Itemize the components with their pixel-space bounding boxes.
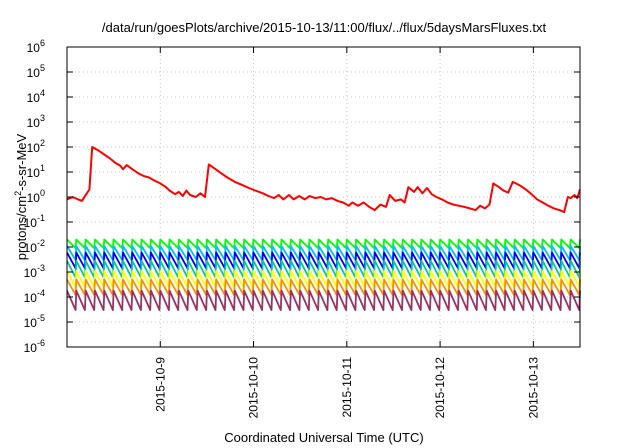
y-tick-label: 103: [27, 113, 45, 130]
x-axis-label: Coordinated Universal Time (UTC): [224, 430, 423, 445]
y-tick-exponent: 1: [40, 163, 45, 173]
y-tick-exponent: 2: [40, 138, 45, 148]
y-tick-label: 10-6: [24, 338, 45, 355]
y-tick-base: 10: [27, 116, 41, 130]
x-tick-label: 2015-10-9: [153, 357, 167, 412]
y-tick-base: 10: [27, 141, 41, 155]
y-tick-exponent: 4: [40, 88, 45, 98]
y-tick-exponent: -3: [37, 263, 45, 273]
y-tick-base: 10: [27, 41, 41, 55]
y-tick-base: 10: [27, 66, 41, 80]
series-line-1: [66, 146, 581, 214]
y-tick-exponent: 5: [40, 63, 45, 73]
series-layer: [66, 146, 581, 311]
y-tick-base: 10: [24, 216, 38, 230]
y-tick-exponent: -1: [37, 213, 45, 223]
y-axis-ticks: 10-610-510-410-310-210-11001011021031041…: [24, 38, 580, 355]
x-tick-label: 2015-10-13: [526, 357, 540, 419]
y-axis-label: protons/cm2-s-sr-MeV: [13, 133, 29, 260]
y-tick-label: 10-1: [24, 213, 45, 230]
y-tick-label: 10-4: [24, 288, 45, 305]
y-tick-label: 10-3: [24, 263, 45, 280]
series-line-7: [66, 278, 581, 296]
y-tick-label: 106: [27, 38, 45, 55]
y-tick-base: 10: [24, 291, 38, 305]
y-tick-exponent: -2: [37, 238, 45, 248]
y-tick-base: 10: [27, 166, 41, 180]
y-tick-label: 100: [27, 188, 45, 205]
y-tick-exponent: 3: [40, 113, 45, 123]
x-tick-label: 2015-10-10: [247, 357, 261, 419]
series-line-8: [66, 289, 581, 311]
y-tick-base: 10: [24, 241, 38, 255]
y-tick-exponent: -5: [37, 313, 45, 323]
y-tick-label: 10-2: [24, 238, 45, 255]
y-tick-label: 101: [27, 163, 45, 180]
y-tick-exponent: 0: [40, 188, 45, 198]
y-tick-label: 102: [27, 138, 45, 155]
x-tick-label: 2015-10-12: [433, 357, 447, 419]
x-axis-ticks: 2015-10-9 2015-10-10 2015-10-11 2015-10-12 2…: [153, 47, 540, 418]
y-tick-exponent: -6: [37, 338, 45, 348]
y-tick-base: 10: [24, 316, 38, 330]
y-tick-label: 10-5: [24, 313, 45, 330]
grid: [67, 47, 580, 347]
y-axis-label-rest: -s-sr-MeV: [14, 133, 29, 190]
chart-title: /data/run/goesPlots/archive/2015-10-13/1…: [102, 20, 547, 35]
y-axis-label-main: protons/cm: [14, 196, 29, 260]
y-tick-base: 10: [24, 266, 38, 280]
x-tick-label: 2015-10-11: [340, 357, 354, 418]
y-axis-label-sup: 2: [13, 191, 23, 196]
y-tick-label: 105: [27, 63, 45, 80]
y-tick-base: 10: [24, 341, 38, 355]
y-tick-exponent: 6: [40, 38, 45, 48]
y-tick-base: 10: [27, 91, 41, 105]
y-tick-exponent: -4: [37, 288, 45, 298]
y-tick-label: 104: [27, 88, 45, 105]
y-tick-base: 10: [27, 191, 41, 205]
